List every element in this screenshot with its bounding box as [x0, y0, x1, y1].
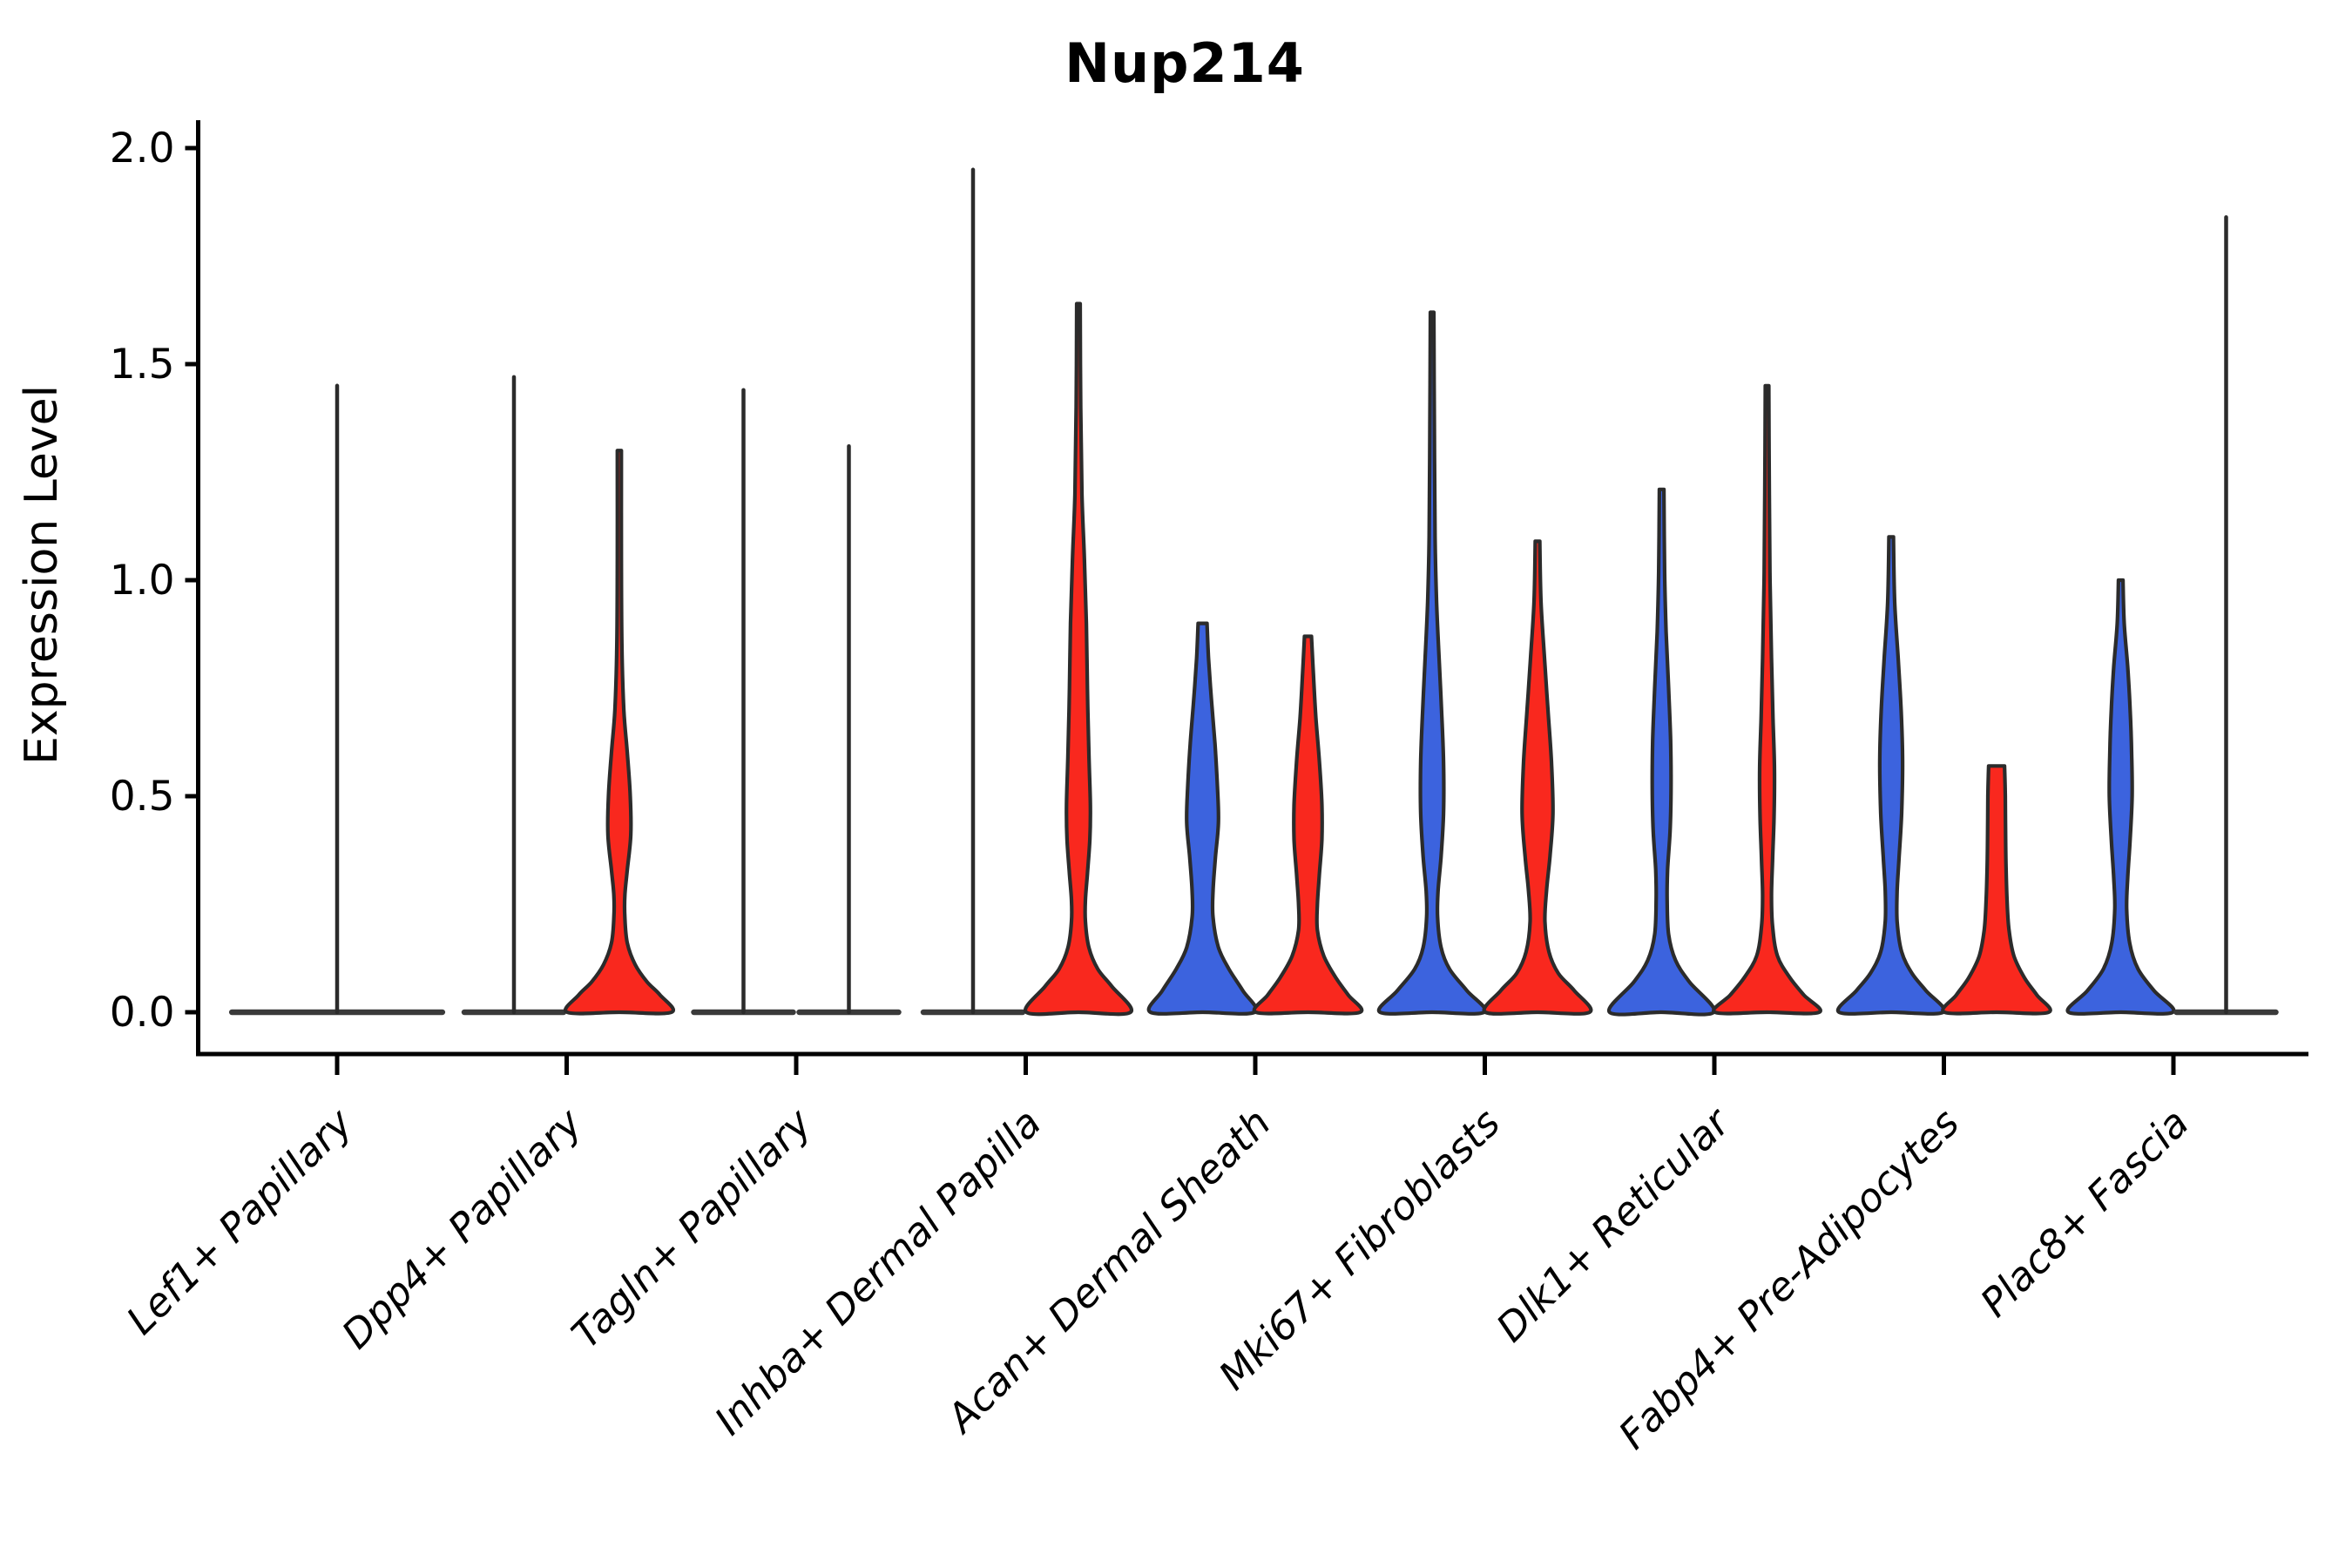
- violin-blue: [1835, 535, 1947, 1016]
- x-tick-label: Plac8+ Fascia: [1971, 1099, 2198, 1326]
- y-tick-label: 1.5: [110, 341, 175, 389]
- violin-blue: [1146, 621, 1259, 1016]
- violin-blue: [1376, 310, 1488, 1016]
- violin-red: [1482, 539, 1593, 1016]
- violin-red: [1023, 301, 1134, 1017]
- x-tick-label: Dpp4+ Papillary: [333, 1098, 591, 1357]
- violin-red: [1712, 383, 1822, 1016]
- x-tick-label: Lef1+ Papillary: [118, 1098, 362, 1343]
- x-tick-label: Tagln+ Papillary: [563, 1098, 821, 1357]
- y-tick-label: 0.0: [110, 989, 175, 1037]
- x-tick-label: Dlk1+ Reticular: [1487, 1098, 1740, 1351]
- violin-red: [564, 449, 675, 1016]
- violin-blue: [1606, 487, 1717, 1017]
- violin-red: [1941, 764, 2052, 1016]
- violin-red: [1252, 634, 1364, 1016]
- y-tick-label: 1.0: [110, 557, 175, 605]
- chart-title: Nup214: [1064, 31, 1305, 95]
- y-tick-label: 2.0: [110, 125, 175, 172]
- y-tick-label: 0.5: [110, 773, 175, 821]
- violin-blue: [2065, 578, 2176, 1016]
